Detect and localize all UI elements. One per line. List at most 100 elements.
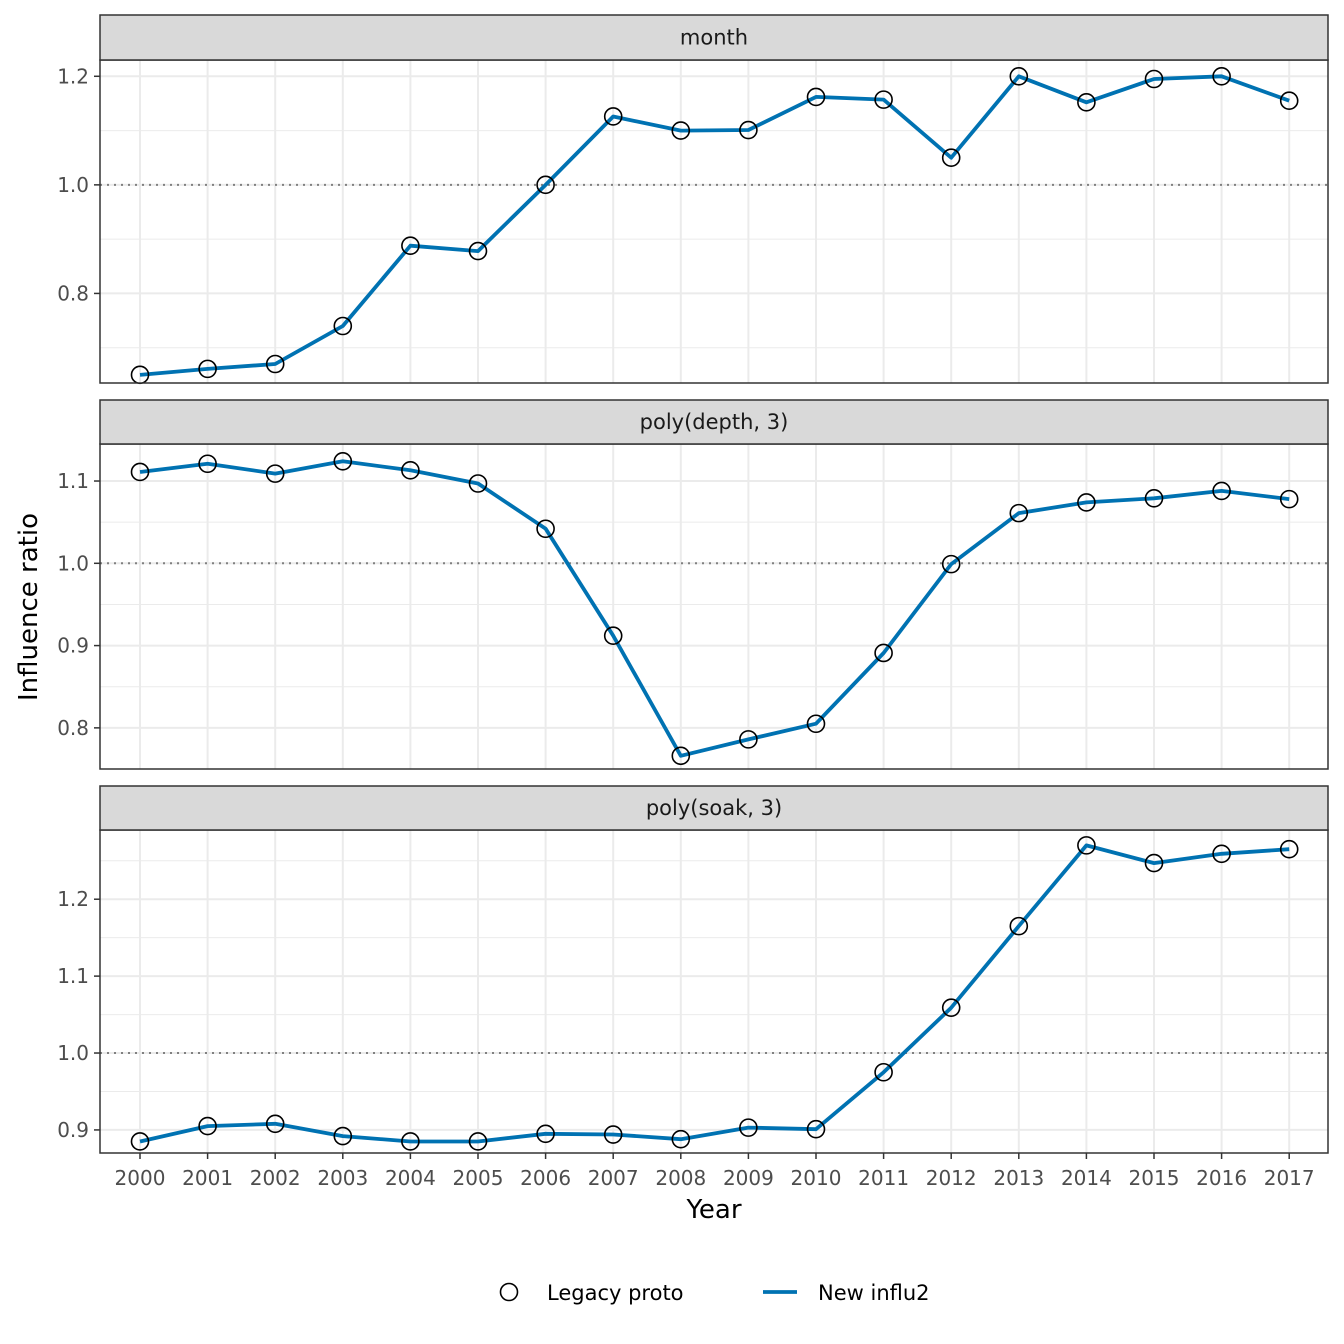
data-point-legacy-proto: [333, 1126, 353, 1146]
x-tick-label: 2004: [385, 1166, 436, 1190]
data-point-legacy-proto: [1144, 69, 1164, 89]
x-tick-label: 2003: [317, 1166, 368, 1190]
facet-strip-label: month: [680, 26, 748, 50]
x-tick-label: 2007: [588, 1166, 639, 1190]
data-point-legacy-proto: [806, 714, 826, 734]
facet-panels: month 0.8 1.0 1.2 poly(depth, 3) 0.8 0.9 1.0 1.1…: [57, 14, 1329, 1154]
data-point-legacy-proto: [806, 87, 826, 107]
data-point-legacy-proto: [603, 107, 623, 126]
data-point-legacy-proto: [671, 1129, 691, 1149]
data-point-legacy-proto: [468, 474, 488, 493]
series-line-new-influ2: [139, 843, 1290, 1144]
x-tick-label: 2014: [1061, 1166, 1112, 1190]
x-tick-label: 2005: [453, 1166, 504, 1190]
data-point-legacy-proto: [739, 120, 758, 140]
x-axis-title: Year: [685, 1195, 741, 1225]
data-point-legacy-proto: [874, 643, 893, 663]
facet-strip-label: poly(soak, 3): [646, 796, 782, 820]
facet-strip-label: poly(depth, 3): [640, 410, 789, 434]
data-point-legacy-proto: [1077, 836, 1096, 855]
facet-strip: [99, 399, 1329, 445]
legend-label-legacy-proto: Legacy proto: [547, 1281, 684, 1305]
data-point-legacy-proto: [401, 236, 420, 255]
x-tick-label: 2006: [520, 1166, 571, 1190]
data-point-legacy-proto: [1144, 489, 1164, 508]
legend-label-new-influ2: New influ2: [818, 1281, 930, 1305]
panel-background: [100, 60, 1328, 383]
facet-strip: [99, 785, 1329, 831]
data-point-legacy-proto: [198, 1116, 217, 1136]
series-line-new-influ2: [139, 74, 1290, 377]
y-tick-label: 0.8: [57, 281, 89, 305]
y-tick-label: 0.9: [57, 634, 89, 658]
x-tick-label: 2001: [182, 1166, 233, 1190]
x-tick-label: 2010: [791, 1166, 842, 1190]
data-point-legacy-proto: [198, 359, 217, 379]
x-tick-label: 2016: [1196, 1166, 1247, 1190]
x-tick-label: 2000: [115, 1166, 166, 1190]
legend: Legacy proto New influ2: [499, 1281, 930, 1305]
y-tick-label: 0.8: [57, 716, 89, 740]
data-point-legacy-proto: [603, 1125, 623, 1144]
y-tick-label: 1.2: [57, 887, 89, 911]
x-tick-label: 2011: [858, 1166, 909, 1190]
data-point-legacy-proto: [333, 451, 353, 471]
data-point-legacy-proto: [130, 462, 150, 482]
data-point-legacy-proto: [1279, 91, 1299, 111]
facet-panel: month 0.8 1.0 1.2: [57, 14, 1329, 385]
y-tick-label: 1.1: [57, 964, 89, 988]
data-point-legacy-proto: [941, 554, 961, 574]
x-tick-label: 2012: [926, 1166, 977, 1190]
data-point-legacy-proto: [603, 626, 623, 646]
data-point-legacy-proto: [1077, 93, 1096, 112]
y-axis-title: Influence ratio: [14, 513, 44, 701]
y-tick-label: 1.1: [57, 469, 89, 493]
data-point-legacy-proto: [265, 354, 285, 374]
data-point-legacy-proto: [671, 121, 691, 140]
data-point-legacy-proto: [468, 241, 488, 261]
facet-panel: poly(depth, 3) 0.8 0.9 1.0 1.1: [57, 399, 1329, 770]
x-tick-label: 2002: [250, 1166, 301, 1190]
data-point-legacy-proto: [1212, 844, 1231, 864]
data-point-legacy-proto: [198, 454, 217, 474]
series-line-new-influ2: [139, 459, 1290, 758]
facet-strip: [99, 14, 1329, 61]
data-point-legacy-proto: [536, 175, 555, 195]
data-point-legacy-proto: [1144, 853, 1164, 873]
data-point-legacy-proto: [874, 1062, 893, 1082]
data-point-legacy-proto: [536, 1124, 555, 1144]
data-point-legacy-proto: [1009, 503, 1029, 523]
data-point-legacy-proto: [333, 316, 353, 336]
data-point-legacy-proto: [265, 1114, 285, 1134]
data-point-legacy-proto: [265, 464, 285, 483]
x-tick-label: 2009: [723, 1166, 774, 1190]
legend-key-legacy-proto: [499, 1282, 519, 1302]
data-point-legacy-proto: [1212, 481, 1231, 501]
y-tick-label: 1.0: [57, 1041, 89, 1065]
data-point-legacy-proto: [739, 1118, 758, 1137]
x-tick-label: 2013: [993, 1166, 1044, 1190]
panel-background: [100, 830, 1328, 1153]
data-point-legacy-proto: [130, 1132, 150, 1151]
data-point-legacy-proto: [1279, 489, 1299, 509]
x-tick-label: 2008: [655, 1166, 706, 1190]
data-point-legacy-proto: [941, 998, 961, 1017]
y-tick-label: 1.2: [57, 64, 89, 88]
data-point-legacy-proto: [739, 730, 758, 749]
y-tick-label: 0.9: [57, 1118, 89, 1142]
panel-background: [100, 444, 1328, 769]
facet-panel: poly(soak, 3) 0.9 1.0 1.1 1.2: [57, 785, 1329, 1154]
data-point-legacy-proto: [671, 746, 691, 766]
data-point-legacy-proto: [468, 1132, 488, 1151]
y-tick-label: 1.0: [57, 551, 89, 575]
data-point-legacy-proto: [941, 148, 961, 168]
data-point-legacy-proto: [401, 461, 420, 480]
data-point-legacy-proto: [401, 1132, 420, 1151]
data-point-legacy-proto: [874, 90, 893, 109]
data-point-legacy-proto: [1009, 66, 1029, 86]
data-point-legacy-proto: [806, 1119, 826, 1139]
x-tick-label: 2017: [1264, 1166, 1315, 1190]
x-axis: 2000 2001 2002 2003 2004 2005 2006 2007 2008 2009…: [115, 1153, 1315, 1190]
y-tick-label: 1.0: [57, 173, 89, 197]
